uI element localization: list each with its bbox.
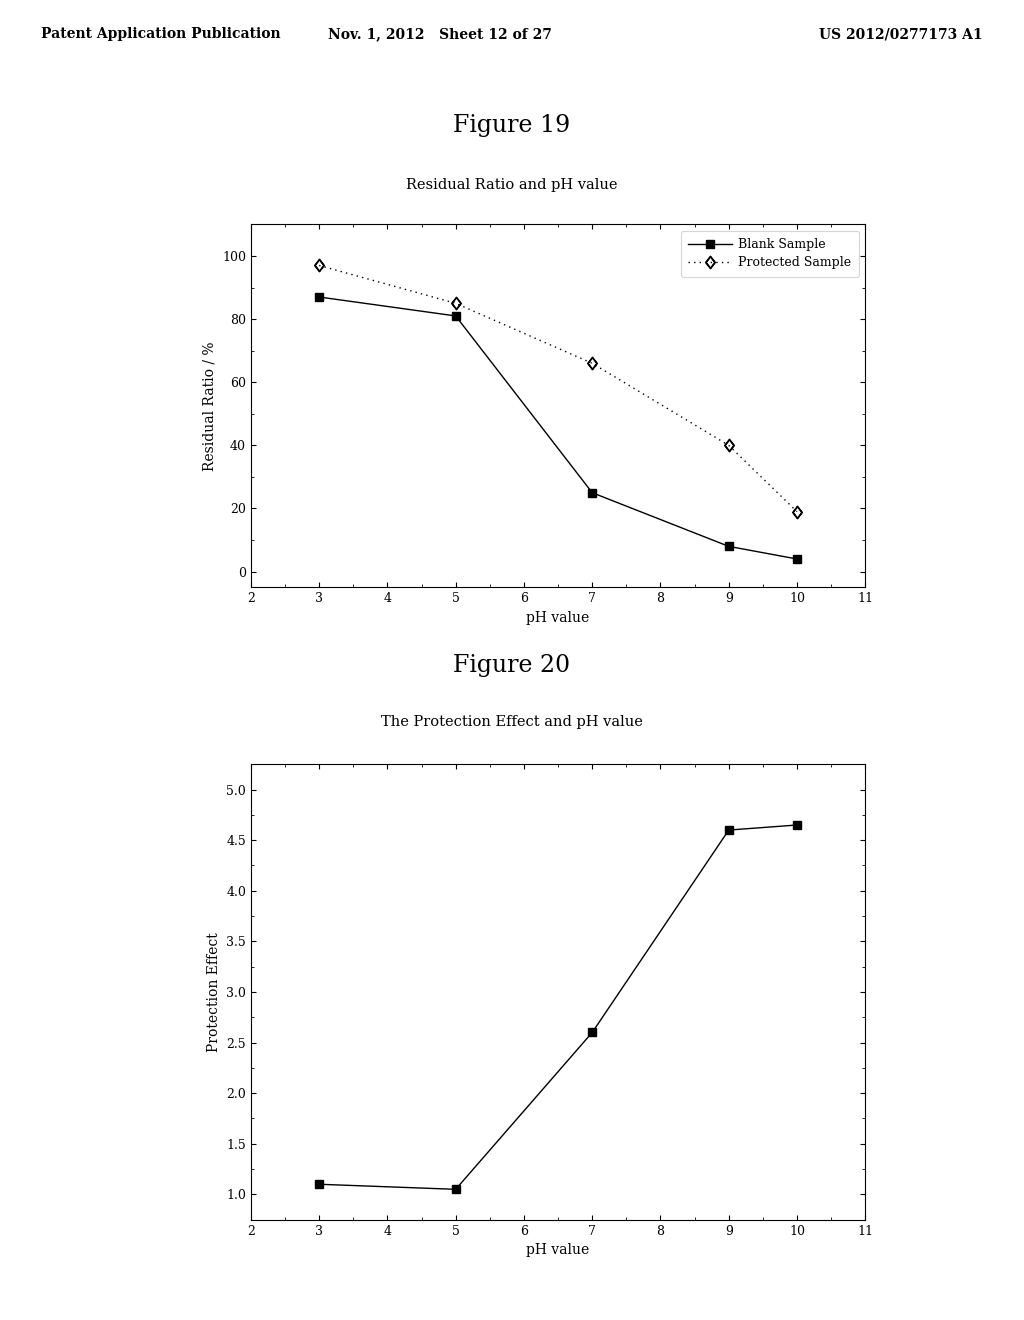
Line: Blank Sample: Blank Sample <box>315 293 801 564</box>
Blank Sample <box>791 550 803 566</box>
Text: Nov. 1, 2012   Sheet 12 of 27: Nov. 1, 2012 Sheet 12 of 27 <box>329 28 552 41</box>
Text: Patent Application Publication: Patent Application Publication <box>41 28 281 41</box>
Protected Sample <box>313 257 326 273</box>
X-axis label: pH value: pH value <box>526 1243 590 1257</box>
Y-axis label: Protection Effect: Protection Effect <box>207 932 220 1052</box>
X-axis label: pH value: pH value <box>526 611 590 624</box>
Text: Figure 19: Figure 19 <box>454 114 570 137</box>
Blank Sample <box>723 539 735 554</box>
Text: Residual Ratio and pH value: Residual Ratio and pH value <box>407 178 617 191</box>
Blank Sample <box>313 289 326 305</box>
Blank Sample <box>586 484 598 500</box>
Y-axis label: Residual Ratio / %: Residual Ratio / % <box>203 341 216 471</box>
Protected Sample <box>723 437 735 453</box>
Protected Sample <box>450 296 462 312</box>
Legend: Blank Sample, Protected Sample: Blank Sample, Protected Sample <box>681 231 859 277</box>
Protected Sample <box>586 355 598 371</box>
Text: US 2012/0277173 A1: US 2012/0277173 A1 <box>819 28 983 41</box>
Protected Sample <box>791 504 803 520</box>
Blank Sample <box>450 308 462 323</box>
Text: Figure 20: Figure 20 <box>454 653 570 677</box>
Text: The Protection Effect and pH value: The Protection Effect and pH value <box>381 715 643 729</box>
Line: Protected Sample: Protected Sample <box>313 259 803 517</box>
